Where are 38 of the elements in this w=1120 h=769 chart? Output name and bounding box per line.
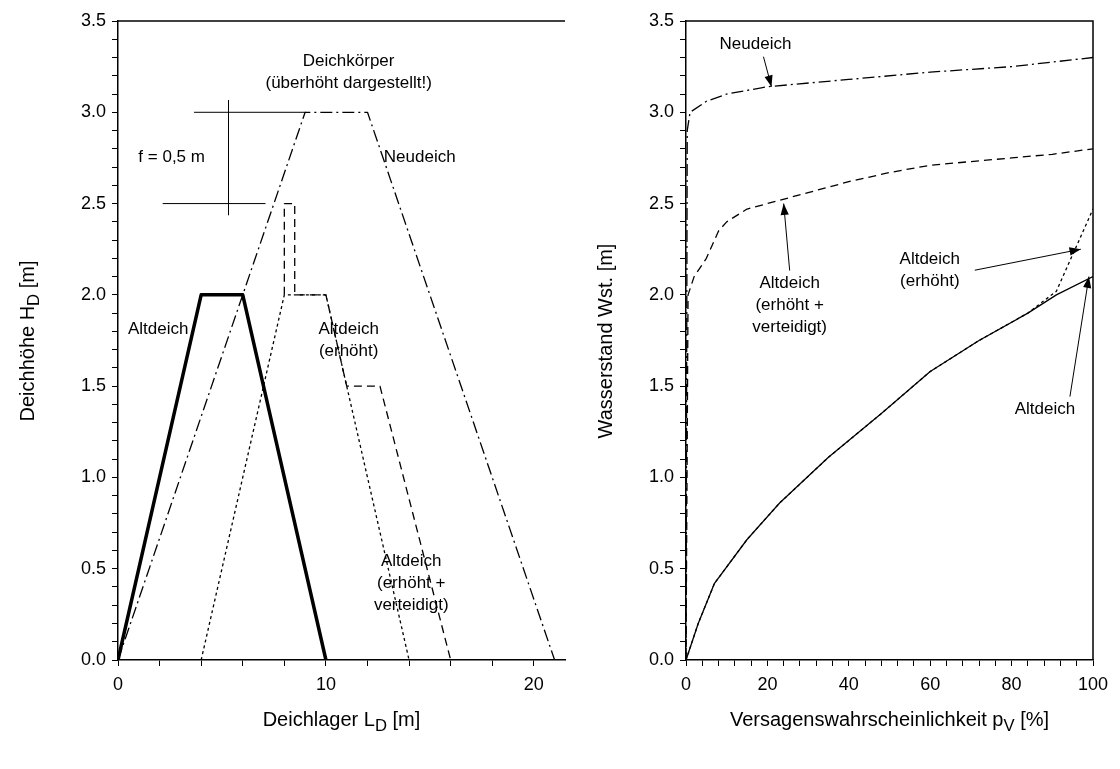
y-tick-label: 0.0 (648, 648, 674, 669)
annotation: Altdeich (1014, 399, 1076, 419)
y-tick-label: 2.0 (80, 283, 106, 304)
annotation: Neudeich (383, 147, 456, 167)
y-tick-label: 2.0 (648, 283, 674, 304)
y-tick-label: 3.0 (648, 101, 674, 122)
y-tick-label: 1.0 (648, 466, 674, 487)
y-tick-label: 0.5 (80, 557, 106, 578)
x-tick-label: 10 (315, 673, 336, 694)
annotation: Altdeich (erhöht + verteidigt) (373, 551, 449, 615)
x-tick-label: 20 (523, 673, 544, 694)
y-tick-label: 2.5 (80, 192, 106, 213)
x-tick-label: 0 (680, 673, 692, 694)
y-tick-label: 3.5 (80, 9, 106, 30)
x-axis-title: Deichlager L$_{D}$ [m] (262, 708, 421, 736)
y-tick-label: 0.5 (648, 557, 674, 578)
x-axis-title: Versagenswahrscheinlichkeit p$_{V}$ [%] (729, 708, 1050, 736)
y-tick-label: 1.0 (80, 466, 106, 487)
y-tick-label: 3.5 (648, 9, 674, 30)
y-axis-title: Wasserstand Wst. [m] (593, 243, 617, 438)
y-tick-label: 3.0 (80, 101, 106, 122)
x-tick-label: 40 (838, 673, 859, 694)
x-tick-label: 60 (920, 673, 941, 694)
annotation: f = 0,5 m (138, 147, 205, 167)
x-tick-label: 20 (757, 673, 778, 694)
x-tick-label: 100 (1077, 673, 1109, 694)
annotation: Deichkörper (überhöht dargestellt!) (265, 50, 432, 92)
x-tick-label: 0 (112, 673, 124, 694)
annotation: Altdeich (erhöht) (899, 248, 961, 290)
annotation: Altdeich (127, 319, 189, 339)
y-tick-label: 1.5 (648, 375, 674, 396)
annotation: Altdeich (erhöht + verteidigt) (752, 273, 827, 337)
y-tick-label: 0.0 (80, 648, 106, 669)
annotation: Altdeich (erhöht) (318, 319, 379, 361)
annotation: Neudeich (719, 34, 792, 54)
x-tick-label: 80 (1001, 673, 1022, 694)
y-tick-label: 1.5 (80, 375, 106, 396)
y-tick-label: 2.5 (648, 192, 674, 213)
